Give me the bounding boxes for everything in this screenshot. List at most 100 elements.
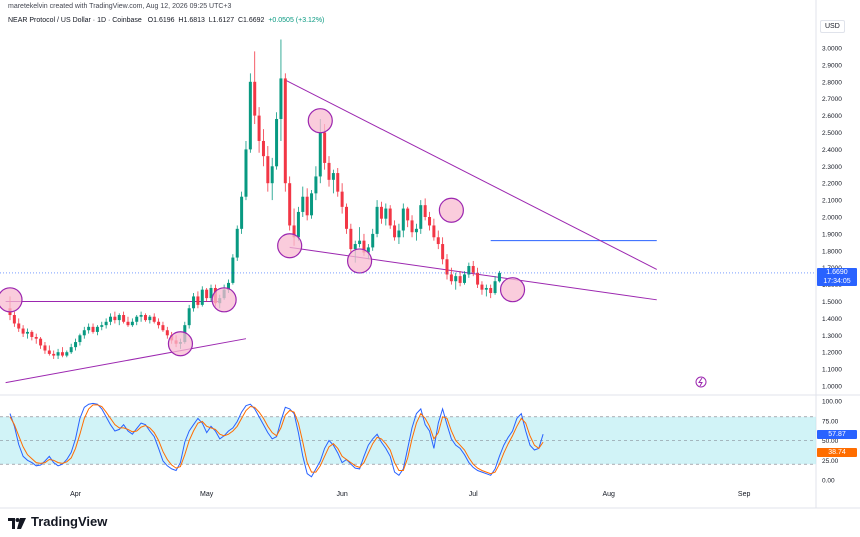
candle-body [205,289,209,299]
candle-body [353,244,357,250]
candle-body [139,315,143,317]
candle-body [497,272,501,282]
price-tick-label: 1.5000 [822,299,842,306]
candle-body [436,237,440,245]
price-tick-label: 1.1000 [822,367,842,374]
symbol-title: NEAR Protocol / US Dollar · 1D · Coinbas… [8,17,142,24]
highlight-circle [499,277,526,303]
flash-icon[interactable] [695,376,707,388]
price-pane[interactable] [0,0,816,395]
candle-body [165,330,169,336]
tradingview-logo[interactable]: TradingView [8,514,107,529]
highlight-circle [438,197,464,223]
highlight-circle [167,331,194,357]
time-tick-label: Apr [70,491,82,498]
candle-body [467,266,471,275]
candle-body [279,78,283,119]
candle-body [401,208,405,231]
stochastic-axis[interactable]: 100.00 75.00 50.00 25.00 0.00 [822,399,842,485]
candle-body [113,316,117,321]
candle-body [39,338,43,346]
candle-body [231,257,235,283]
candle-body [292,225,296,238]
candle-body [340,191,344,207]
candle-body [410,220,414,233]
bar-countdown: 17:34:05 [823,277,851,285]
candle-body [87,326,91,331]
candle-body [200,289,204,305]
price-tick-label: 2.4000 [822,147,842,154]
open-value: O1.6196 [147,17,175,24]
candle-body [301,196,305,212]
candle-body [314,176,318,194]
candle-body [17,323,21,329]
candle-body [30,331,34,337]
candle-body [270,166,274,184]
candle-body [82,330,86,336]
change-value: +0.0505 (+3.12%) [268,17,325,24]
price-tick-label: 2.2000 [822,181,842,188]
candle-body [449,274,453,282]
candle-body [349,228,353,250]
candle-body [441,244,445,260]
candle-body [152,316,156,322]
candle-body [462,274,466,283]
stoch-d-value-tag: 38.74 [817,448,857,457]
price-tick-label: 2.6000 [822,113,842,120]
time-tick-label: Sep [738,491,751,498]
candle-body [34,336,38,339]
highlight-circle [307,108,333,134]
currency-button[interactable]: USD [820,20,845,33]
candle-body [74,342,78,348]
highlight-circles[interactable] [0,108,526,357]
candle-body [78,335,82,343]
candle-body [91,326,95,332]
low-value: L1.6127 [208,17,235,24]
candle-body [414,228,418,233]
candle-body [331,173,335,180]
candle-body [471,266,475,273]
last-price-tag: 1.6690 17:34:05 [817,267,857,286]
candle-body [489,287,493,294]
candle-body [375,206,379,234]
descending-trendline [285,79,657,270]
candle-body [296,211,300,238]
candle-body [388,208,392,226]
price-tick-label: 2.3000 [822,164,842,171]
high-value: H1.6813 [178,17,205,24]
candle-body [196,296,200,305]
candle-body [25,331,29,334]
price-tick-label: 2.5000 [822,130,842,137]
time-tick-label: Jul [469,491,478,498]
tradingview-logo-icon [8,516,26,529]
attribution-text: maretekelvin created with TradingView.co… [8,3,232,10]
price-tick-label: 1.8000 [822,248,842,255]
symbol-legend[interactable]: NEAR Protocol / US Dollar · 1D · Coinbas… [8,17,324,24]
candle-body [327,162,331,180]
candle-body [423,205,427,217]
candle-body [336,173,340,192]
candle-body [484,287,488,290]
candle-body [305,196,309,216]
candle-body [130,321,134,326]
last-price-value: 1.6690 [826,268,848,276]
price-axis[interactable]: 3.0000 2.9000 2.8000 2.7000 2.6000 2.5000 2.40… [822,46,842,391]
stochastic-tick-label: 25.00 [822,458,839,465]
candle-body [432,225,436,238]
stochastic-pane[interactable] [0,402,816,478]
stochastic-tick-label: 50.00 [822,438,839,445]
candle-body [100,325,104,327]
candle-body [445,259,449,275]
candle-body [244,149,248,197]
candle-body [283,78,287,184]
candle-body [371,233,375,248]
candle-body [419,205,423,229]
price-tick-label: 2.7000 [822,96,842,103]
time-axis[interactable]: Apr May Jun Jul Aug Sep [70,491,750,498]
stoch-k-value-tag: 57.87 [817,430,857,439]
candle-body [358,240,362,245]
candles[interactable] [8,39,501,359]
time-tick-label: Aug [602,491,615,498]
candle-body [157,321,161,326]
